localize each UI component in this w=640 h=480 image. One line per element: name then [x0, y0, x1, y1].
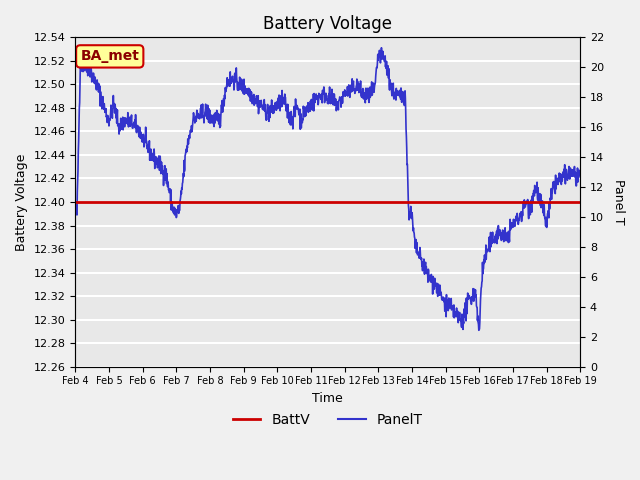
Legend: BattV, PanelT: BattV, PanelT: [227, 407, 428, 432]
Y-axis label: Battery Voltage: Battery Voltage: [15, 153, 28, 251]
X-axis label: Time: Time: [312, 392, 343, 405]
Title: Battery Voltage: Battery Voltage: [263, 15, 392, 33]
Y-axis label: Panel T: Panel T: [612, 179, 625, 225]
Text: BA_met: BA_met: [81, 49, 140, 63]
